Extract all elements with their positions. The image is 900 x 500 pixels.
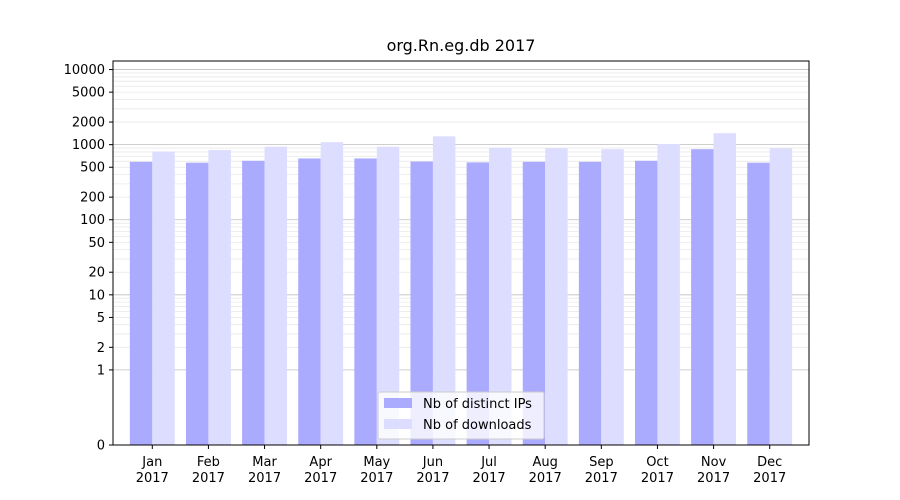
bar-ips: [242, 160, 265, 445]
x-tick-label-year: 2017: [304, 471, 337, 486]
bar-downloads: [376, 146, 400, 446]
x-tick-label-month: Oct: [646, 455, 668, 470]
x-tick-label-year: 2017: [248, 471, 281, 486]
x-tick-label-year: 2017: [136, 471, 169, 486]
bar-ips: [185, 162, 209, 445]
bar-ips: [635, 160, 658, 445]
x-tick-label-year: 2017: [697, 471, 730, 486]
x-tick-label-month: Jul: [480, 455, 497, 470]
bar-ips: [578, 161, 602, 446]
x-tick-label-month: May: [363, 455, 390, 470]
legend-box: [377, 391, 545, 440]
legend-swatch-downloads: [384, 419, 412, 429]
y-tick-label: 1000: [72, 138, 105, 153]
x-tick-label-month: Dec: [757, 455, 782, 470]
bar-ips: [129, 161, 153, 446]
bar-downloads: [769, 148, 793, 445]
y-tick-label: 500: [80, 161, 105, 176]
x-tick-label-month: Aug: [532, 455, 557, 470]
bar-downloads: [657, 143, 680, 446]
x-tick-label-year: 2017: [753, 471, 786, 486]
x-tick-label-year: 2017: [360, 471, 393, 486]
bar-ips: [691, 149, 714, 445]
y-tick-label: 1: [97, 363, 105, 378]
bar-ips: [522, 161, 546, 446]
plot-frame: [112, 60, 810, 446]
bar-ips: [747, 162, 770, 445]
legend-label-downloads: Nb of downloads: [423, 418, 532, 433]
bar-downloads: [601, 149, 624, 445]
x-tick-label-month: Apr: [309, 455, 332, 470]
y-tick-label: 10: [88, 288, 105, 303]
x-tick-label-month: Sep: [589, 455, 614, 470]
bar-downloads: [320, 142, 344, 445]
bar-ips: [466, 162, 490, 445]
y-tick-label: 5000: [72, 86, 105, 101]
x-tick-label-month: Nov: [701, 455, 727, 470]
y-tick-label: 5: [97, 311, 105, 326]
x-tick-label-month: Mar: [252, 455, 277, 470]
x-tick-label-month: Feb: [197, 455, 220, 470]
y-tick-label: 200: [80, 191, 105, 206]
x-tick-label-year: 2017: [192, 471, 225, 486]
x-tick-label-year: 2017: [473, 471, 506, 486]
bar-ips: [410, 161, 433, 445]
legend-swatch-ips: [384, 398, 412, 408]
legend-label-ips: Nb of distinct IPs: [423, 397, 532, 412]
bar-downloads: [545, 148, 568, 445]
y-tick-label: 100: [80, 213, 105, 228]
x-tick-label-month: Jan: [141, 455, 162, 470]
bar-downloads: [208, 149, 231, 445]
axes: 012510205010020050010002000500010000Jan2…: [64, 60, 810, 486]
bars: [129, 133, 793, 446]
x-tick-label-month: Jun: [422, 455, 443, 470]
bar-downloads: [264, 146, 287, 446]
bar-ips: [298, 158, 321, 445]
chart-title: org.Rn.eg.db 2017: [387, 36, 536, 55]
y-tick-label: 20: [88, 266, 105, 281]
y-tick-label: 10000: [64, 63, 105, 78]
bar-downloads: [489, 147, 512, 446]
x-tick-label-year: 2017: [585, 471, 618, 486]
bar-ips: [354, 158, 377, 445]
x-tick-label-year: 2017: [416, 471, 449, 486]
y-tick-label: 50: [88, 236, 105, 251]
x-tick-label-year: 2017: [641, 471, 674, 486]
y-tick-label: 0: [97, 439, 105, 454]
bar-downloads: [432, 136, 456, 446]
bar-downloads: [713, 133, 737, 446]
x-tick-label-year: 2017: [529, 471, 562, 486]
y-tick-label: 2: [97, 341, 105, 356]
y-tick-label: 2000: [72, 116, 105, 131]
bar-downloads: [152, 151, 175, 445]
legend: Nb of distinct IPs Nb of downloads: [377, 391, 545, 440]
